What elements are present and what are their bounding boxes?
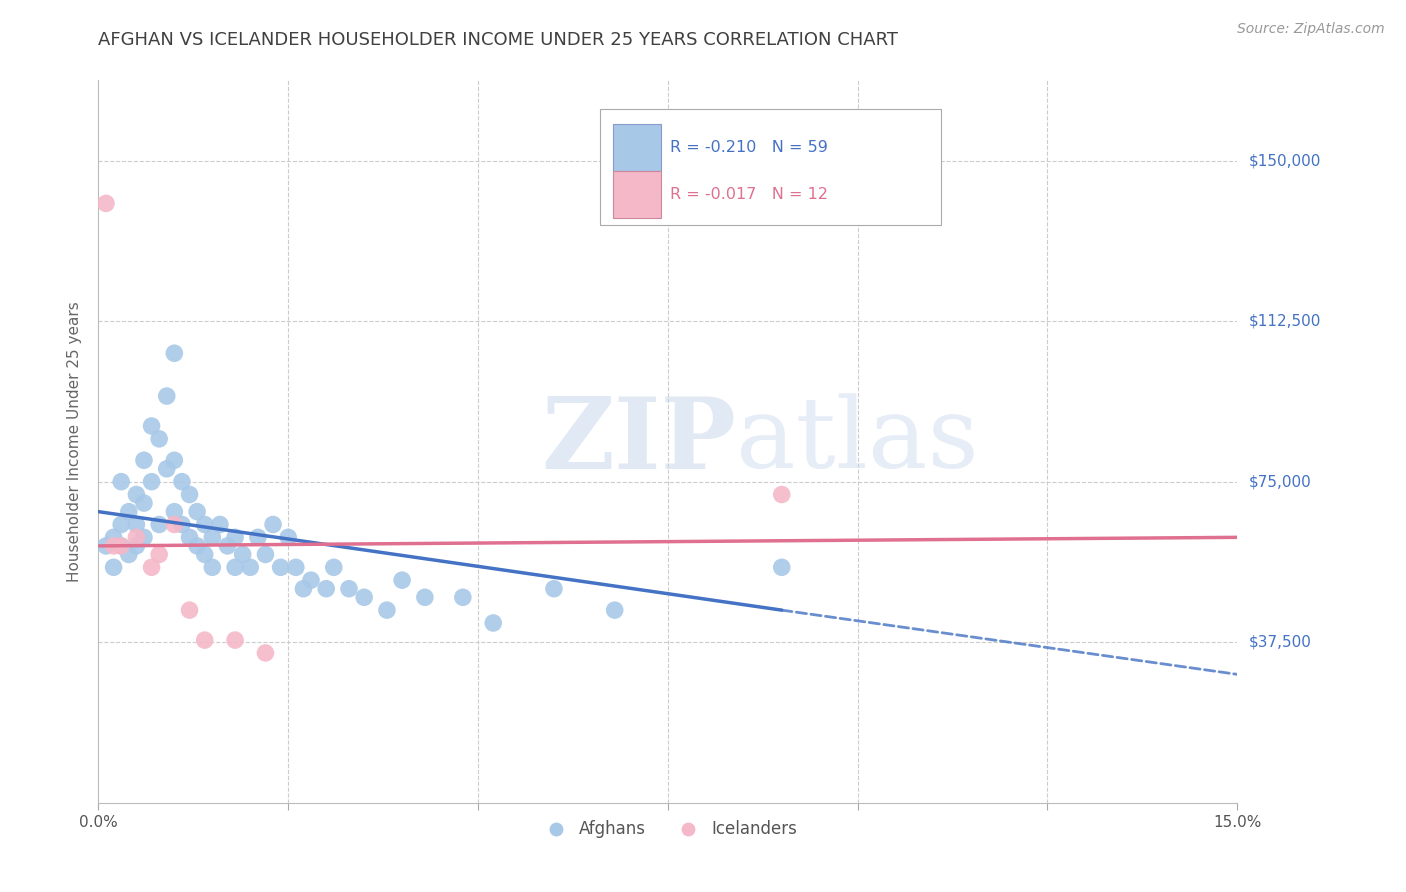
Point <box>110 475 132 489</box>
Point <box>201 560 224 574</box>
Text: R = -0.017   N = 12: R = -0.017 N = 12 <box>671 187 828 202</box>
Point <box>148 548 170 562</box>
Point <box>125 539 148 553</box>
Point <box>118 548 141 562</box>
Text: $150,000: $150,000 <box>1249 153 1320 168</box>
Point <box>353 591 375 605</box>
Text: Source: ZipAtlas.com: Source: ZipAtlas.com <box>1237 22 1385 37</box>
Point <box>125 517 148 532</box>
Text: R = -0.210   N = 59: R = -0.210 N = 59 <box>671 140 828 155</box>
Point <box>110 539 132 553</box>
Point <box>262 517 284 532</box>
Text: $75,000: $75,000 <box>1249 475 1312 489</box>
Text: $37,500: $37,500 <box>1249 635 1312 649</box>
Point <box>170 475 193 489</box>
Point <box>315 582 337 596</box>
Point <box>284 560 307 574</box>
Point <box>94 539 117 553</box>
Point <box>163 517 186 532</box>
Point <box>603 603 626 617</box>
Point <box>156 389 179 403</box>
Point <box>103 560 125 574</box>
Point <box>770 487 793 501</box>
Point <box>125 530 148 544</box>
Point <box>270 560 292 574</box>
Point <box>179 603 201 617</box>
FancyBboxPatch shape <box>599 109 941 225</box>
Text: ZIP: ZIP <box>541 393 737 490</box>
Point <box>770 560 793 574</box>
Point <box>103 539 125 553</box>
Point <box>232 548 254 562</box>
Point <box>156 462 179 476</box>
Point <box>208 517 231 532</box>
Legend: Afghans, Icelanders: Afghans, Icelanders <box>533 814 803 845</box>
Point <box>141 560 163 574</box>
Point <box>451 591 474 605</box>
Point <box>482 615 505 630</box>
Text: atlas: atlas <box>737 393 979 490</box>
FancyBboxPatch shape <box>613 124 661 170</box>
Text: $112,500: $112,500 <box>1249 314 1320 328</box>
Point <box>163 453 186 467</box>
Point <box>148 517 170 532</box>
Point <box>254 548 277 562</box>
Point <box>224 530 246 544</box>
Y-axis label: Householder Income Under 25 years: Householder Income Under 25 years <box>67 301 83 582</box>
Point <box>543 582 565 596</box>
Point <box>246 530 269 544</box>
Point <box>201 530 224 544</box>
Point <box>254 646 277 660</box>
Point <box>224 633 246 648</box>
Point <box>239 560 262 574</box>
Point <box>141 419 163 434</box>
Point <box>148 432 170 446</box>
FancyBboxPatch shape <box>613 170 661 218</box>
Point <box>299 573 322 587</box>
Point <box>110 539 132 553</box>
Point <box>103 530 125 544</box>
Point <box>179 530 201 544</box>
Point <box>322 560 344 574</box>
Point <box>292 582 315 596</box>
Point <box>132 530 155 544</box>
Text: AFGHAN VS ICELANDER HOUSEHOLDER INCOME UNDER 25 YEARS CORRELATION CHART: AFGHAN VS ICELANDER HOUSEHOLDER INCOME U… <box>98 31 898 49</box>
Point <box>118 505 141 519</box>
Point <box>110 517 132 532</box>
Point <box>194 633 217 648</box>
Point <box>391 573 413 587</box>
Point <box>141 475 163 489</box>
Point <box>94 196 117 211</box>
Point <box>194 548 217 562</box>
Point <box>179 487 201 501</box>
Point <box>163 346 186 360</box>
Point <box>186 539 208 553</box>
Point <box>163 505 186 519</box>
Point <box>125 487 148 501</box>
Point <box>277 530 299 544</box>
Point <box>413 591 436 605</box>
Point <box>194 517 217 532</box>
Point <box>186 505 208 519</box>
Point <box>224 560 246 574</box>
Point <box>132 496 155 510</box>
Point <box>132 453 155 467</box>
Point <box>337 582 360 596</box>
Point <box>375 603 398 617</box>
Point <box>217 539 239 553</box>
Point <box>170 517 193 532</box>
